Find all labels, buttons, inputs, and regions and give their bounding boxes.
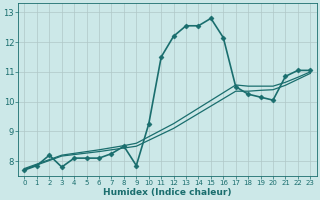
X-axis label: Humidex (Indice chaleur): Humidex (Indice chaleur) — [103, 188, 232, 197]
